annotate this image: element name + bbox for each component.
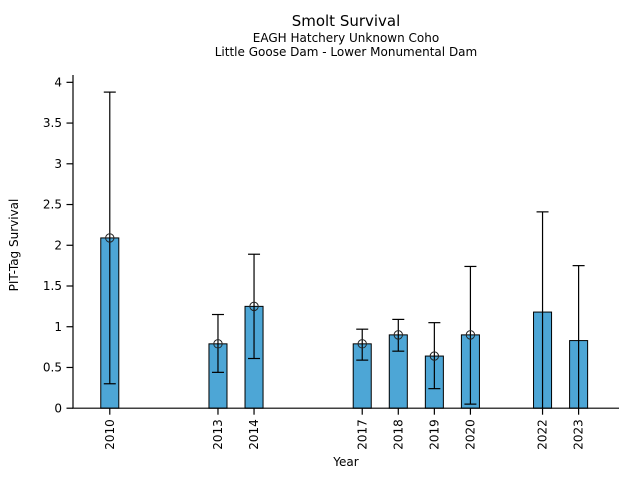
x-tick-label: 2017 [355,419,369,450]
marker-2010 [105,233,115,243]
y-tick-label: 1.5 [43,279,62,293]
marker-2013 [213,339,223,349]
y-tick-label: 3 [54,157,62,171]
y-tick-label: 1 [54,320,62,334]
chart-title: Smolt Survival [291,12,401,30]
marker-2018 [393,330,403,340]
x-tick-label: 2014 [247,419,261,450]
x-tick-label: 2023 [572,419,586,450]
marker-2019 [429,351,440,361]
y-tick-label: 3.5 [43,116,62,130]
x-tick-label: 2010 [103,419,117,450]
y-tick-label: 0.5 [43,361,62,375]
x-tick-label: 2013 [211,419,225,450]
chart-subtitle-line2: Little Goose Dam - Lower Monumental Dam [214,45,478,59]
marker-2020 [465,330,476,340]
x-tick-label: 2020 [463,419,477,450]
y-tick-label: 4 [54,75,62,89]
x-tick-label: 2018 [391,419,405,450]
x-tick-label: 2019 [427,419,441,450]
x-tick-label: 2022 [536,419,550,450]
y-tick-label: 0 [54,401,62,415]
x-axis-label: Year [333,455,359,469]
marker-2014 [249,301,259,312]
marker-2017 [357,339,367,349]
chart-subtitle-line1: EAGH Hatchery Unknown Coho [252,31,440,45]
y-tick-label: 2.5 [43,198,62,212]
y-tick-label: 2 [54,238,62,252]
y-axis-label: PIT-Tag Survival [7,198,21,292]
